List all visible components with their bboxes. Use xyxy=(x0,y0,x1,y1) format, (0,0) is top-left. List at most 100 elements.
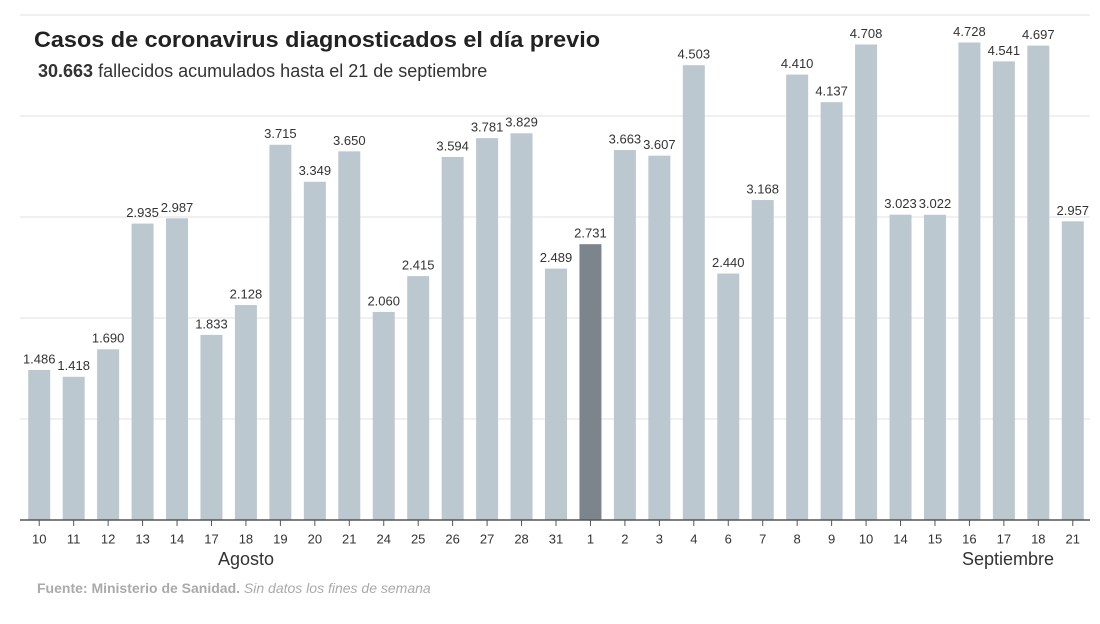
x-tick-label: 20 xyxy=(308,531,322,546)
x-tick-label: 21 xyxy=(1066,531,1080,546)
bar xyxy=(855,44,878,520)
value-label: 2.957 xyxy=(1057,203,1090,218)
x-tick-label: 12 xyxy=(101,531,115,546)
bar xyxy=(510,133,533,520)
value-label: 1.486 xyxy=(23,351,56,366)
value-label: 3.168 xyxy=(746,181,779,196)
bar xyxy=(923,214,946,520)
value-label: 2.060 xyxy=(367,293,400,308)
x-tick-label: 25 xyxy=(411,531,425,546)
value-label: 4.697 xyxy=(1022,27,1055,42)
bar xyxy=(303,181,326,520)
bar xyxy=(234,305,257,520)
x-tick-label: 17 xyxy=(204,531,218,546)
bar xyxy=(28,369,51,520)
source-label: Fuente: Ministerio de Sanidad. xyxy=(37,580,240,596)
bar xyxy=(338,151,361,520)
group-label: Septiembre xyxy=(962,549,1054,569)
x-tick-label: 14 xyxy=(170,531,184,546)
value-label: 4.541 xyxy=(988,43,1021,58)
bar xyxy=(97,349,120,520)
plot-area: 1.486101.418111.690122.935132.987141.833… xyxy=(20,14,1090,546)
bar xyxy=(1061,221,1084,520)
value-label: 3.349 xyxy=(299,163,332,178)
x-tick-label: 10 xyxy=(859,531,873,546)
x-tick-label: 26 xyxy=(445,531,459,546)
x-tick-label: 24 xyxy=(377,531,391,546)
x-tick-label: 31 xyxy=(549,531,563,546)
chart-title: Casos de coronavirus diagnosticados el d… xyxy=(34,27,600,52)
value-label: 4.137 xyxy=(815,84,848,99)
value-label: 1.690 xyxy=(92,331,125,346)
bar xyxy=(269,144,292,520)
x-tick-label: 6 xyxy=(725,531,732,546)
value-label: 3.715 xyxy=(264,126,297,141)
subtitle-text: fallecidos acumulados hasta el 21 de sep… xyxy=(98,61,487,81)
bar xyxy=(131,223,154,520)
bar xyxy=(958,42,981,521)
x-tick-label: 13 xyxy=(135,531,149,546)
bar xyxy=(476,138,499,520)
subtitle-highlight: 30.663 xyxy=(38,61,93,81)
value-label: 3.663 xyxy=(609,131,642,146)
x-tick-label: 9 xyxy=(828,531,835,546)
x-tick-label: 16 xyxy=(962,531,976,546)
value-label: 1.833 xyxy=(195,316,228,331)
value-label: 3.022 xyxy=(919,196,952,211)
value-label: 4.728 xyxy=(953,24,986,39)
bar xyxy=(579,244,602,520)
bar xyxy=(545,268,567,520)
source: Fuente: Ministerio de Sanidad. Sin datos… xyxy=(37,580,431,596)
bar xyxy=(166,218,189,521)
bar xyxy=(786,74,809,520)
x-tick-label: 10 xyxy=(32,531,46,546)
bar xyxy=(372,311,395,520)
x-tick-label: 18 xyxy=(239,531,253,546)
bar xyxy=(820,102,843,521)
x-tick-label: 8 xyxy=(794,531,801,546)
chart-subtitle: 30.663 fallecidos acumulados hasta el 21… xyxy=(38,61,487,81)
value-label: 3.650 xyxy=(333,133,366,148)
value-label: 3.607 xyxy=(643,137,676,152)
bar xyxy=(992,61,1015,520)
bar xyxy=(717,273,740,520)
x-tick-label: 19 xyxy=(273,531,287,546)
value-label: 2.731 xyxy=(574,226,607,241)
x-tick-label: 2 xyxy=(621,531,628,546)
x-tick-label: 21 xyxy=(342,531,356,546)
x-tick-label: 28 xyxy=(514,531,528,546)
bar xyxy=(200,334,223,520)
value-label: 2.489 xyxy=(540,250,573,265)
value-label: 2.987 xyxy=(161,200,194,215)
value-label: 1.418 xyxy=(57,358,90,373)
x-tick-label: 11 xyxy=(67,531,81,546)
x-tick-label: 4 xyxy=(690,531,697,546)
x-tick-label: 18 xyxy=(1031,531,1045,546)
x-tick-label: 17 xyxy=(997,531,1011,546)
bar xyxy=(613,150,636,521)
bar xyxy=(441,157,464,521)
value-label: 4.708 xyxy=(850,26,883,41)
bar xyxy=(751,200,774,521)
x-tick-label: 15 xyxy=(928,531,942,546)
value-label: 2.935 xyxy=(126,205,159,220)
value-label: 3.781 xyxy=(471,120,504,135)
value-label: 2.440 xyxy=(712,255,745,270)
group-label: Agosto xyxy=(218,549,274,569)
value-label: 2.128 xyxy=(230,287,263,302)
x-tick-label: 3 xyxy=(656,531,663,546)
bar xyxy=(407,276,430,520)
bar xyxy=(62,376,85,520)
value-label: 4.503 xyxy=(678,47,711,62)
value-label: 2.415 xyxy=(402,258,435,273)
x-tick-label: 14 xyxy=(893,531,907,546)
x-tick-label: 7 xyxy=(759,531,766,546)
bar xyxy=(889,214,912,520)
x-tick-label: 1 xyxy=(587,531,594,546)
bar xyxy=(1027,45,1050,521)
value-label: 3.594 xyxy=(436,138,469,153)
bar xyxy=(648,155,671,520)
value-label: 4.410 xyxy=(781,56,814,71)
source-note: Sin datos los fines de semana xyxy=(244,580,431,596)
